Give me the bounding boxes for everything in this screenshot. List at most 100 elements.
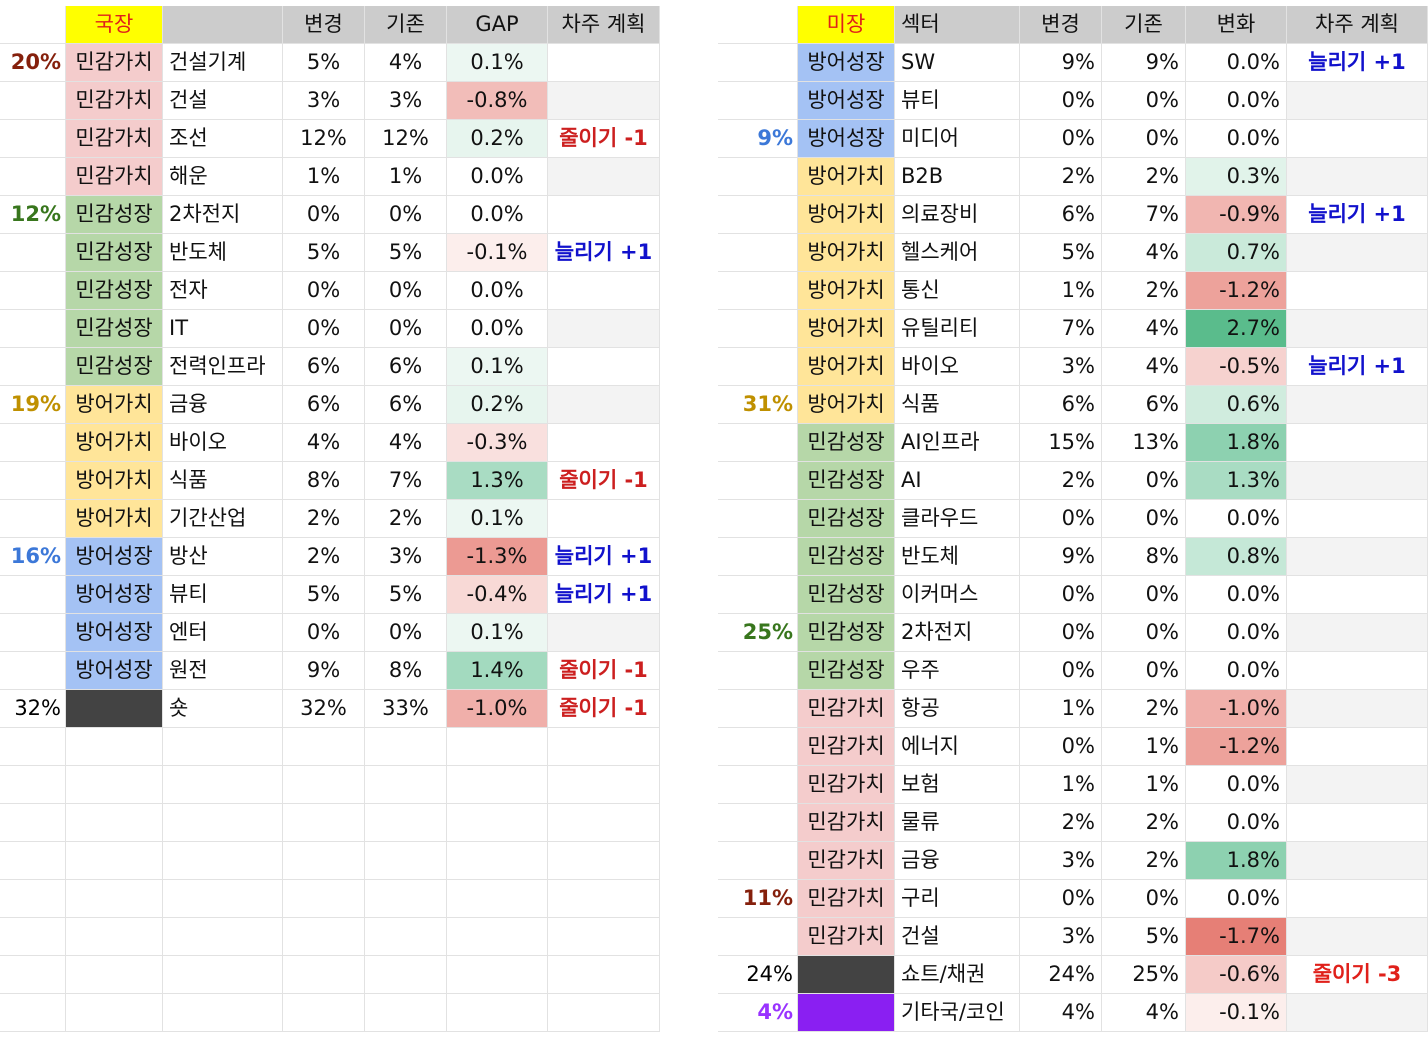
- old-weight: 12%: [365, 120, 447, 158]
- plan: 줄이기 -1: [548, 462, 660, 500]
- old-weight: 5%: [365, 576, 447, 614]
- plan: [1287, 386, 1428, 424]
- group-percent: [718, 462, 798, 500]
- group-percent: 31%: [718, 386, 798, 424]
- change: 0.0%: [447, 196, 548, 234]
- category: 민감가치: [66, 82, 163, 120]
- empty-cell: [283, 956, 365, 994]
- old-weight: 5%: [1102, 918, 1186, 956]
- plan: [1287, 918, 1428, 956]
- plan: 줄이기 -1: [548, 652, 660, 690]
- sector: AI: [895, 462, 1020, 500]
- sector: 2차전지: [895, 614, 1020, 652]
- group-percent: 12%: [0, 196, 66, 234]
- category: 민감성장: [798, 538, 895, 576]
- new-weight: 0%: [1020, 500, 1102, 538]
- group-percent: [0, 82, 66, 120]
- sector: 조선: [163, 120, 283, 158]
- new-weight: 0%: [1020, 576, 1102, 614]
- empty-cell: [66, 728, 163, 766]
- group-percent: 19%: [0, 386, 66, 424]
- empty-cell: [447, 956, 548, 994]
- plan: [1287, 690, 1428, 728]
- category: 민감성장: [798, 652, 895, 690]
- new-weight: 0%: [1020, 652, 1102, 690]
- new-weight: 5%: [283, 234, 365, 272]
- change: -0.1%: [447, 234, 548, 272]
- group-percent: 4%: [718, 994, 798, 1032]
- empty-cell: [548, 994, 660, 1032]
- old-weight: 0%: [365, 310, 447, 348]
- old-weight: 4%: [1102, 310, 1186, 348]
- plan: [1287, 804, 1428, 842]
- group-percent: 11%: [718, 880, 798, 918]
- old-weight: 6%: [365, 348, 447, 386]
- column-header: 변화: [1186, 6, 1287, 44]
- plan: 늘리기 +1: [548, 234, 660, 272]
- change: 0.0%: [447, 310, 548, 348]
- category: 민감가치: [798, 842, 895, 880]
- change: 1.4%: [447, 652, 548, 690]
- group-percent: 9%: [718, 120, 798, 158]
- column-header: 기존: [365, 6, 447, 44]
- plan: [1287, 538, 1428, 576]
- empty-cell: [365, 842, 447, 880]
- group-percent: [0, 348, 66, 386]
- old-weight: 0%: [365, 614, 447, 652]
- empty-cell: [365, 804, 447, 842]
- empty-cell: [0, 880, 66, 918]
- sector: 전자: [163, 272, 283, 310]
- change: -1.2%: [1186, 272, 1287, 310]
- sector: 에너지: [895, 728, 1020, 766]
- empty-cell: [447, 728, 548, 766]
- empty-cell: [447, 804, 548, 842]
- category: 민감성장: [798, 424, 895, 462]
- sector: 반도체: [163, 234, 283, 272]
- sector: 방산: [163, 538, 283, 576]
- new-weight: 1%: [1020, 690, 1102, 728]
- category: 민감가치: [798, 766, 895, 804]
- group-percent: [0, 614, 66, 652]
- category: 방어가치: [798, 310, 895, 348]
- empty-cell: [548, 918, 660, 956]
- category: 방어가치: [798, 196, 895, 234]
- change: 0.0%: [1186, 652, 1287, 690]
- plan: [1287, 842, 1428, 880]
- change: 0.8%: [1186, 538, 1287, 576]
- new-weight: 0%: [283, 614, 365, 652]
- sector: 건설기계: [163, 44, 283, 82]
- category: 민감성장: [66, 310, 163, 348]
- empty-cell: [365, 728, 447, 766]
- sector: SW: [895, 44, 1020, 82]
- empty-cell: [163, 956, 283, 994]
- empty-cell: [548, 842, 660, 880]
- change: -0.5%: [1186, 348, 1287, 386]
- old-weight: 3%: [365, 82, 447, 120]
- category: 민감성장: [66, 272, 163, 310]
- category: 민감가치: [798, 690, 895, 728]
- sector: 기타국/코인: [895, 994, 1020, 1032]
- old-weight: 6%: [365, 386, 447, 424]
- old-weight: 2%: [1102, 842, 1186, 880]
- empty-cell: [66, 766, 163, 804]
- category: 민감성장: [798, 462, 895, 500]
- old-weight: 0%: [1102, 462, 1186, 500]
- old-weight: 0%: [1102, 652, 1186, 690]
- empty-cell: [163, 804, 283, 842]
- new-weight: 2%: [1020, 804, 1102, 842]
- plan: [548, 348, 660, 386]
- old-weight: 5%: [365, 234, 447, 272]
- category: 방어성장: [66, 538, 163, 576]
- category: 방어가치: [66, 424, 163, 462]
- new-weight: 4%: [283, 424, 365, 462]
- group-percent: [0, 310, 66, 348]
- change: 1.3%: [447, 462, 548, 500]
- empty-cell: [163, 994, 283, 1032]
- sector: IT: [163, 310, 283, 348]
- change: 0.7%: [1186, 234, 1287, 272]
- plan: [548, 386, 660, 424]
- category: 방어성장: [798, 120, 895, 158]
- category: 방어성장: [798, 44, 895, 82]
- old-weight: 4%: [1102, 994, 1186, 1032]
- new-weight: 2%: [1020, 462, 1102, 500]
